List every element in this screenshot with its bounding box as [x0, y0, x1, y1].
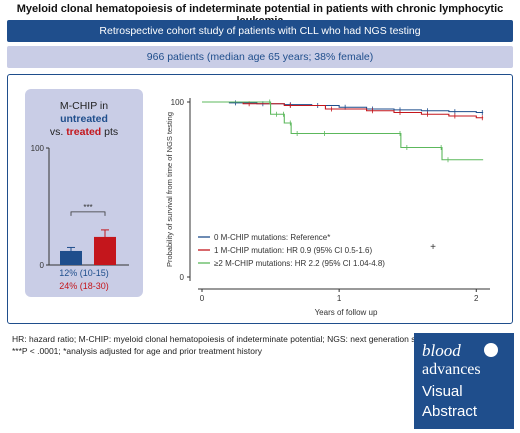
survival-chart: 0 100 0 1 2 Years of follow up Probability of … [165, 98, 490, 317]
footnote-significance: ***P < .0001; *analysis adjusted for age… [12, 346, 263, 356]
study-banner: Retrospective cohort study of patients w… [7, 20, 513, 42]
bar-treated [94, 236, 116, 265]
bar-y-tick-label: 100 [31, 144, 45, 153]
km-legend-label-1: 1 M-CHIP mutation: HR 0.9 (95% CI 0.5-1.… [214, 246, 372, 255]
logo-line-advances: advances [422, 361, 481, 378]
logo-line-blood: blood [422, 341, 461, 360]
bar-untreated [60, 250, 82, 265]
journal-logo: blood advances Visual Abstract [414, 333, 514, 429]
km-y-axis-label: Probability of survival from time of NGS… [165, 112, 174, 267]
mchip-bar-chart: 0 100 *** [31, 144, 129, 270]
cohort-banner: 966 patients (median age 65 years; 38% f… [7, 46, 513, 68]
cohort-banner-text: 966 patients (median age 65 years; 38% f… [146, 51, 374, 63]
km-x-tick-label: 0 [200, 294, 205, 303]
mchip-card-title: M-CHIP in untreated vs. treated pts [25, 100, 143, 139]
km-legend-label-0: 0 M-CHIP mutations: Reference* [214, 233, 330, 242]
km-stray-plus-mark: + [430, 242, 436, 253]
km-x-tick-label: 2 [474, 294, 479, 303]
km-y-tick-label: 100 [171, 98, 185, 107]
km-x-axis-label: Years of follow up [315, 308, 378, 317]
km-x-tick-label: 1 [337, 294, 342, 303]
km-legend-label-2: ≥2 M-CHIP mutations: HR 2.2 (95% CI 1.04… [214, 259, 385, 268]
pts-label: pts [104, 126, 119, 138]
logo-line-abstract: Abstract [422, 403, 478, 420]
treated-label: treated [66, 126, 102, 138]
km-y-tick-label: 0 [180, 273, 185, 282]
results-panel [7, 74, 513, 324]
logo-line-visual: Visual [422, 383, 463, 400]
mchip-card-title-prefix: M-CHIP in [59, 100, 109, 112]
untreated-stat: 12% (10-15) [59, 268, 109, 278]
significance-bracket [70, 211, 106, 216]
untreated-label: untreated [60, 113, 108, 125]
treated-stat: 24% (18-30) [59, 281, 109, 291]
km-line-2 [202, 101, 484, 161]
vs-label: vs. [49, 126, 64, 138]
bar-y-tick-label: 0 [40, 261, 45, 270]
study-banner-text: Retrospective cohort study of patients w… [99, 25, 421, 37]
km-line-1 [202, 101, 484, 119]
significance-label: *** [83, 203, 92, 212]
mchip-prevalence-card [25, 89, 143, 297]
footnote-abbreviations: HR: hazard ratio; M-CHIP: myeloid clonal… [12, 334, 458, 344]
logo-drop-icon [484, 343, 498, 357]
